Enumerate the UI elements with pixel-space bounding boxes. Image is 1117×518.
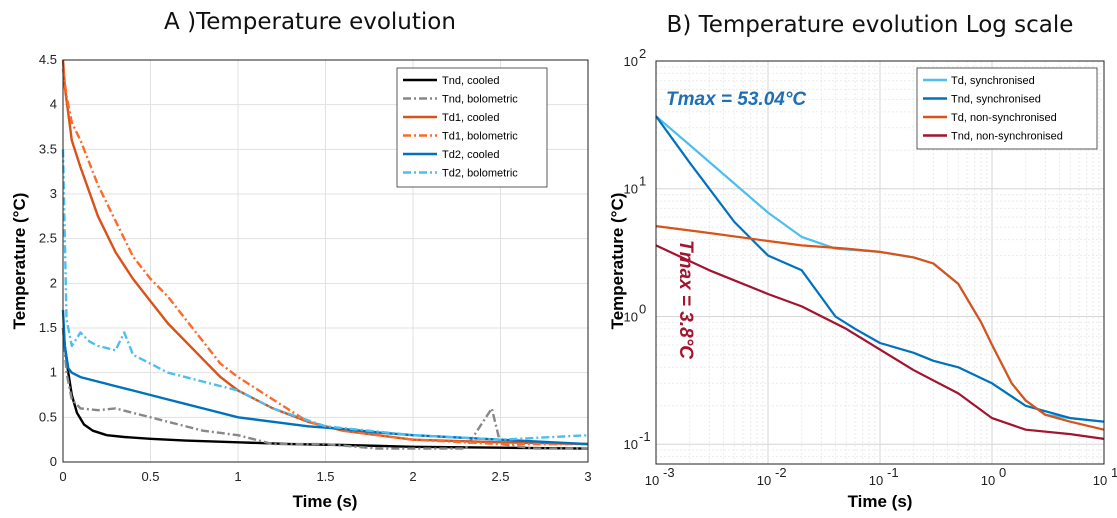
- x-tick-label: 0: [59, 469, 66, 484]
- y-tick-label: 0: [50, 454, 57, 469]
- chart-a-y-axis-label: Temperature (°C): [10, 193, 29, 330]
- x-tick-label: 3: [584, 469, 591, 484]
- chart-b-title: B) Temperature evolution Log scale: [667, 12, 1074, 38]
- chart-a-ticks: 0 0.5 1 1.5 2 2.5 3 0 0.5 1 1.5 2 2.5 3 3.5 4 4.5: [39, 52, 592, 484]
- series-line: [61, 327, 588, 450]
- y-tick-label: 4: [50, 97, 57, 112]
- legend-label: Td, synchronised: [951, 75, 1035, 87]
- chart-a-plot-frame: [62, 59, 589, 463]
- y-tick-label: 2: [50, 275, 57, 290]
- legend-label: Td1, bolometric: [442, 131, 518, 143]
- y-tick-exponent: 2: [639, 46, 646, 61]
- legend-label: Td1, cooled: [442, 112, 499, 124]
- x-tick-label: 10: [869, 473, 883, 488]
- legend-label: Tnd, bolometric: [442, 94, 518, 106]
- legend-label: Tnd, non-synchronised: [951, 131, 1063, 143]
- tmax-sync-annotation: Tmax = 53.04°C: [666, 89, 806, 110]
- legend-label: Tnd, synchronised: [951, 94, 1041, 106]
- chart-a: A )Temperature evolution 0 0.5 1 1.5 2 2.5 300…: [10, 9, 592, 511]
- chart-a-legend: Tnd, cooled Tnd, bolometric Td1, cooled Td1…: [396, 67, 548, 188]
- legend-label: Td, non-synchronised: [951, 112, 1057, 124]
- y-tick-exponent: 1: [639, 174, 646, 189]
- legend-label: Td2, bolometric: [442, 168, 518, 180]
- y-tick-label: 0.5: [39, 409, 57, 424]
- x-tick-label: 10: [1093, 473, 1107, 488]
- chart-b-legend: Td, synchronised Tnd, synchronised Td, non…: [916, 67, 1098, 150]
- x-tick-label: 1: [234, 469, 241, 484]
- legend-label: Td2, cooled: [442, 149, 499, 161]
- y-tick-label: 10: [624, 309, 638, 324]
- y-tick-label: 3.5: [39, 141, 57, 156]
- series-line: [655, 225, 1105, 431]
- chart-b: B) Temperature evolution Log scale 10-31…: [608, 12, 1117, 511]
- y-tick-label: 3: [50, 186, 57, 201]
- x-tick-label: 10: [981, 473, 995, 488]
- series-line: [655, 244, 1105, 440]
- x-tick-exponent: -3: [663, 465, 675, 480]
- y-tick-label: 1.5: [39, 320, 57, 335]
- x-tick-label: 2: [409, 469, 416, 484]
- chart-b-series: [655, 115, 1105, 440]
- tmax-nonsync-annotation: Tmax = 3.8°C: [675, 240, 696, 359]
- x-tick-label: 1.5: [316, 469, 334, 484]
- y-tick-label: 10: [624, 54, 638, 69]
- x-tick-exponent: 1: [1111, 465, 1117, 480]
- y-tick-label: 4.5: [39, 52, 57, 67]
- x-tick-exponent: -1: [887, 465, 899, 480]
- y-tick-label: 2.5: [39, 231, 57, 246]
- y-tick-exponent: 0: [639, 301, 646, 316]
- chart-b-x-axis-label: Time (s): [848, 492, 913, 511]
- series-line: [61, 59, 589, 446]
- x-tick-label: 10: [645, 473, 659, 488]
- series-line: [61, 149, 589, 441]
- chart-b-plot-frame: [655, 60, 1105, 465]
- y-tick-label: 1: [50, 365, 57, 380]
- x-tick-label: 2.5: [491, 469, 509, 484]
- legend-label: Tnd, cooled: [442, 75, 499, 87]
- chart-a-title: A )Temperature evolution: [164, 9, 456, 35]
- y-tick-exponent: -1: [639, 429, 651, 444]
- chart-b-y-axis-label: Temperature (°C): [608, 193, 627, 330]
- x-tick-label: 0.5: [141, 469, 159, 484]
- x-tick-exponent: 0: [999, 465, 1006, 480]
- chart-a-series: [61, 59, 589, 450]
- y-tick-label: 10: [624, 437, 638, 452]
- x-tick-exponent: -2: [775, 465, 787, 480]
- x-tick-label: 10: [757, 473, 771, 488]
- series-line: [655, 115, 1105, 423]
- y-tick-label: 10: [624, 182, 638, 197]
- chart-a-x-axis-label: Time (s): [293, 492, 358, 511]
- legend-box: [396, 67, 548, 188]
